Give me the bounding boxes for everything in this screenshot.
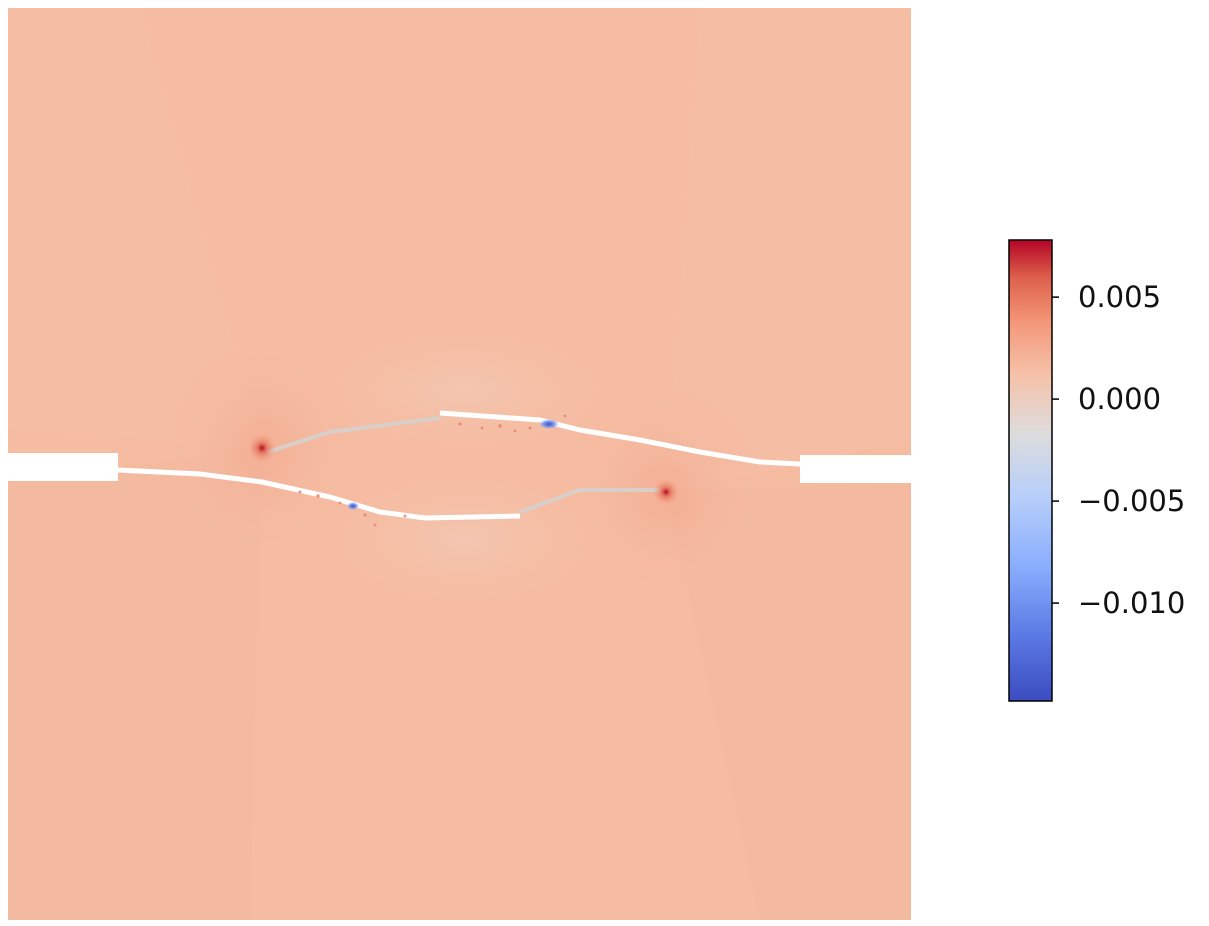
crack-speckles (298, 414, 567, 527)
colorbar-tick-label: −0.010 (1078, 586, 1185, 620)
lower-crack (117, 467, 521, 521)
coldspot-upper-crack-face (539, 419, 559, 429)
colorbar-tick-label: −0.005 (1078, 484, 1185, 518)
crack-paths (117, 410, 801, 527)
colorbar-tick-label: 0.000 (1078, 382, 1161, 416)
colorbar-ticks: 0.005 0.000 −0.005 −0.010 (1052, 280, 1185, 620)
colorbar-tick-label: 0.005 (1078, 280, 1161, 314)
colorbar-bar (1008, 239, 1053, 702)
hotspot-right-crack-tip (653, 479, 679, 505)
notches (8, 453, 911, 483)
upper-crack (439, 410, 801, 467)
right-notch (800, 455, 911, 483)
colorbar: 0.005 0.000 −0.005 −0.010 (1008, 239, 1185, 702)
hotspot-left-crack-tip (248, 434, 276, 462)
lower-right-branch (519, 488, 660, 514)
upper-left-branch (267, 416, 441, 454)
left-notch (8, 453, 118, 481)
coldspot-lower-crack-face (347, 502, 359, 510)
spots (248, 419, 679, 510)
